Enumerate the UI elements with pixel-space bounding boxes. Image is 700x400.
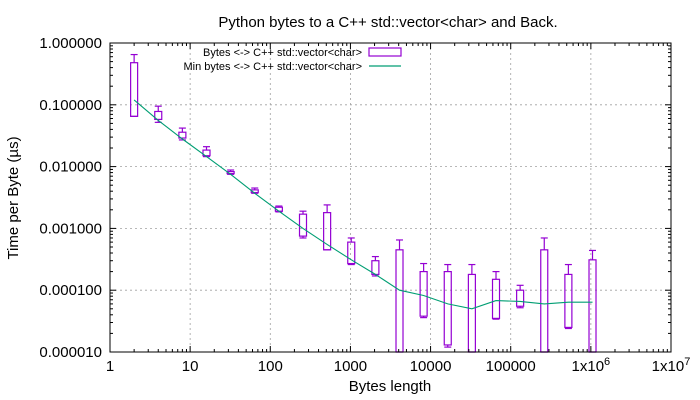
y-axis-label: Time per Byte (µs) (5, 136, 22, 259)
plot-border (109, 42, 672, 353)
box-rect (347, 241, 356, 265)
box-rect (178, 131, 187, 139)
plot-area (130, 53, 597, 353)
x-axis-label: Bytes length (349, 378, 432, 395)
x-tick-label: 10 (182, 358, 199, 375)
box-rect (202, 149, 211, 157)
box-rect (395, 249, 404, 353)
x-tick-exponent: 7 (684, 356, 690, 368)
box-rect (516, 289, 525, 307)
x-tick-label: 100 (258, 358, 283, 375)
box-rect (130, 62, 139, 117)
box-rect (443, 270, 452, 346)
x-tick-label: 1x107 (652, 356, 691, 375)
y-tick-label: 0.000100 (39, 282, 102, 299)
grid (110, 43, 671, 352)
box-mark (298, 210, 308, 239)
box-mark (540, 237, 549, 353)
box-mark (226, 169, 235, 175)
box-mark (395, 239, 404, 353)
x-tick-label: 10000 (410, 358, 452, 375)
box-mark (516, 284, 525, 309)
x-tick-label: 100000 (486, 358, 536, 375)
box-rect (540, 249, 549, 353)
y-tick-label: 0.010000 (39, 159, 102, 176)
box-rect (419, 270, 428, 317)
box-rect (588, 259, 597, 353)
x-tick-exponent: 6 (604, 356, 610, 368)
legend: Bytes <-> C++ std::vector<char> Min byte… (183, 47, 402, 73)
box-rect (298, 213, 308, 237)
box-mark (491, 270, 501, 320)
box-mark (564, 263, 573, 330)
chart-title: Python bytes to a C++ std::vector<char> … (218, 14, 557, 31)
box-rect (226, 171, 235, 175)
x-tick-label: 1000 (334, 358, 367, 375)
box-mark (130, 53, 139, 117)
axes: 1 10 100 1000 10000 100000 1x106 1x107 0.000010 0… (39, 35, 690, 375)
legend-label: Min bytes <-> C++ std::vector<char> (183, 61, 362, 73)
legend-box-swatch (368, 47, 402, 57)
x-tick-label: 1x106 (572, 356, 611, 375)
y-tick-label: 0.000010 (39, 344, 102, 361)
y-tick-label: 0.001000 (39, 220, 102, 237)
box-mark (347, 237, 356, 266)
box-mark (178, 127, 187, 141)
min-series-line (133, 99, 593, 310)
x-tick-label: 1 (106, 358, 114, 375)
y-tick-label: 1.000000 (39, 35, 102, 52)
box-mark (588, 249, 597, 353)
box-rect (564, 273, 573, 329)
legend-label: Bytes <-> C++ std::vector<char> (203, 47, 362, 59)
box-mark (419, 262, 428, 319)
box-rect (323, 212, 332, 251)
box-mark (323, 204, 332, 251)
box-mark (443, 263, 452, 348)
box-rect (467, 273, 476, 353)
box-rect (154, 110, 163, 121)
box-rect (491, 278, 501, 319)
y-tick-label: 0.100000 (39, 97, 102, 114)
